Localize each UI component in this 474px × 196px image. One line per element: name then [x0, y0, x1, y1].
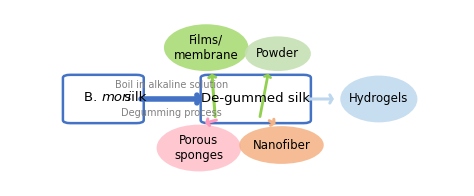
Text: B.: B.	[84, 91, 101, 104]
Text: Boil in alkaline solution: Boil in alkaline solution	[115, 80, 228, 90]
Ellipse shape	[340, 76, 418, 122]
Text: silk: silk	[120, 91, 146, 104]
FancyBboxPatch shape	[63, 75, 144, 123]
Text: De-gummed silk: De-gummed silk	[201, 93, 310, 105]
FancyBboxPatch shape	[201, 75, 311, 123]
Ellipse shape	[164, 24, 248, 71]
Text: Films/
membrane: Films/ membrane	[174, 34, 238, 62]
Text: mori: mori	[101, 91, 132, 104]
Ellipse shape	[156, 125, 241, 172]
Text: Degumming process: Degumming process	[121, 108, 222, 118]
Text: Porous
sponges: Porous sponges	[174, 134, 223, 162]
Ellipse shape	[239, 126, 324, 164]
Text: Nanofiber: Nanofiber	[253, 139, 310, 152]
Ellipse shape	[245, 36, 311, 71]
Text: Hydrogels: Hydrogels	[349, 93, 409, 105]
Text: Powder: Powder	[256, 47, 300, 60]
